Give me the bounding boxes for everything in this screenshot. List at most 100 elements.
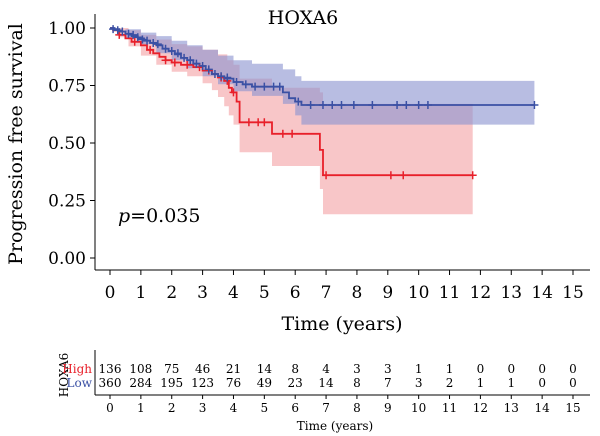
censor-mark-low [223, 73, 232, 82]
p-value-text: =0.035 [130, 205, 200, 227]
x-tick-label: 7 [321, 283, 332, 303]
risk-count-high: 14 [257, 362, 273, 376]
censor-mark-low [337, 101, 346, 110]
ci-band-high [110, 28, 473, 215]
censor-mark-low [118, 27, 127, 36]
risk-row-label-low: Low [67, 376, 93, 390]
censor-mark-high [260, 118, 269, 127]
censor-mark-low [402, 101, 411, 110]
risk-count-low: 2 [446, 376, 454, 390]
ci-band-low [110, 28, 535, 125]
risk-table-strata-label: HOXA6 [57, 353, 71, 398]
censor-mark-high [130, 37, 139, 46]
censor-mark-low [204, 65, 213, 74]
censor-mark-high [278, 129, 287, 138]
censor-mark-high [146, 45, 155, 54]
survival-plot: 0.000.250.500.751.00 0 1 2 3 4 5 6 7 8 9 10 11 12 13 1… [5, 7, 590, 335]
y-tick-label: 0.50 [48, 134, 86, 154]
y-tick-label: 1.00 [48, 19, 86, 39]
y-tick-label: 0.25 [48, 192, 86, 212]
risk-tick-label: 15 [565, 401, 580, 415]
risk-tick-label: 14 [534, 401, 550, 415]
censor-mark-low [393, 101, 402, 110]
risk-count-high: 0 [477, 362, 485, 376]
y-axis-label: Progression free survival [5, 23, 27, 265]
censor-mark-low [186, 56, 195, 65]
x-tick-label: 4 [228, 283, 239, 303]
censor-mark-high [161, 56, 170, 65]
censor-mark-low [138, 35, 147, 44]
x-tick-label: 8 [352, 283, 363, 303]
x-tick-label: 1 [135, 283, 146, 303]
risk-tick-label: 9 [384, 401, 392, 415]
censor-mark-low [306, 101, 315, 110]
censor-mark-low [124, 29, 133, 38]
risk-count-high: 21 [226, 362, 241, 376]
risk-count-low: 0 [569, 376, 577, 390]
risk-count-high: 3 [384, 362, 392, 376]
risk-count-low: 360 [99, 376, 122, 390]
censor-mark-low [161, 44, 170, 53]
censor-mark-high [183, 60, 192, 69]
x-tick-label: 13 [500, 283, 522, 303]
risk-count-low: 14 [318, 376, 334, 390]
censor-mark-high [288, 129, 297, 138]
risk-count-low: 1 [507, 376, 515, 390]
censor-mark-low [180, 53, 189, 62]
censor-mark-high [399, 171, 408, 180]
risk-count-low: 195 [160, 376, 183, 390]
censor-mark-low [153, 40, 162, 49]
x-tick-label: 14 [531, 283, 553, 303]
chart-title: HOXA6 [268, 7, 338, 29]
risk-table-x-label: Time (years) [297, 419, 373, 433]
censor-mark-low [210, 70, 219, 78]
x-tick-label: 10 [408, 283, 430, 303]
risk-count-high: 0 [569, 362, 577, 376]
censor-mark-low [251, 82, 260, 91]
risk-tick-label: 2 [168, 401, 176, 415]
censor-mark-low [260, 82, 269, 91]
x-tick-label: 12 [470, 283, 492, 303]
risk-count-low: 284 [129, 376, 152, 390]
p-value-symbol: p [118, 205, 130, 227]
risk-tick-label: 13 [504, 401, 519, 415]
risk-tick-label: 4 [230, 401, 238, 415]
x-tick-label: 15 [562, 283, 584, 303]
censor-mark-low [113, 26, 122, 35]
censor-mark-low [328, 101, 337, 110]
risk-tick-label: 11 [442, 401, 457, 415]
risk-count-high: 0 [507, 362, 515, 376]
y-tick-label: 0.00 [48, 249, 86, 269]
censor-mark-low [133, 33, 142, 42]
risk-tick-label: 12 [473, 401, 488, 415]
censor-mark-low [349, 101, 358, 110]
censor-mark-low [275, 82, 284, 91]
censor-mark-high [386, 171, 395, 180]
x-tick-label: 6 [290, 283, 301, 303]
censor-mark-low [294, 97, 303, 106]
censor-mark-low [167, 47, 176, 55]
risk-count-high: 4 [322, 362, 330, 376]
censor-mark-low [241, 80, 250, 89]
risk-count-low: 49 [257, 376, 272, 390]
censor-mark-low [530, 101, 539, 110]
censor-mark-low [109, 25, 118, 34]
censor-mark-high [229, 88, 238, 97]
risk-count-low: 8 [353, 376, 361, 390]
x-tick-label: 2 [166, 283, 177, 303]
censor-mark-low [198, 61, 207, 70]
y-ticks: 0.00 0.25 0.50 0.75 1.00 [48, 19, 95, 269]
risk-count-high: 75 [164, 362, 179, 376]
risk-count-high: 46 [195, 362, 210, 376]
censor-marks [109, 25, 539, 180]
risk-count-low: 23 [288, 376, 303, 390]
censor-mark-low [149, 38, 158, 47]
risk-tick-label: 5 [261, 401, 269, 415]
censor-mark-high [468, 171, 477, 180]
censor-mark-low [192, 59, 201, 68]
risk-count-high: 0 [538, 362, 546, 376]
risk-tick-label: 7 [322, 401, 330, 415]
